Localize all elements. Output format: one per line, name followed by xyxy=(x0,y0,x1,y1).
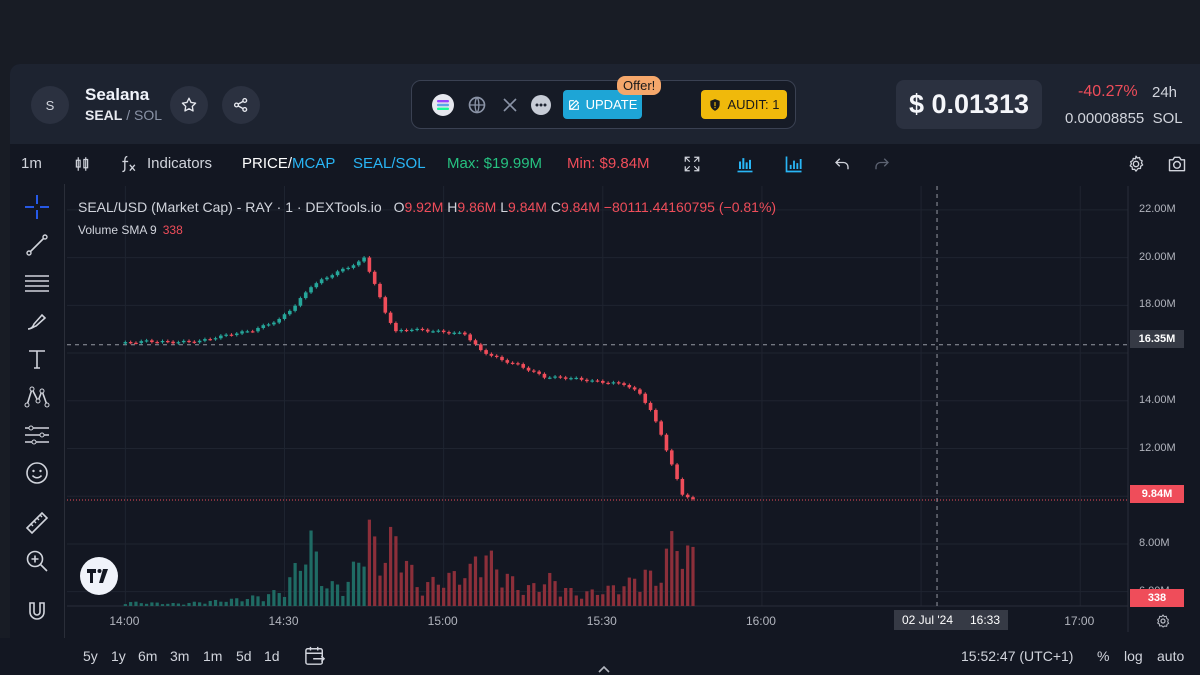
solana-icon[interactable] xyxy=(432,94,454,116)
chart-toolbar: 1m Indicators PRICE/MCAP SEAL/SOL Max: $… xyxy=(10,144,1200,184)
range-5y[interactable]: 5y xyxy=(83,648,98,664)
share-icon xyxy=(232,96,250,114)
camera-icon[interactable] xyxy=(1165,152,1189,176)
range-6m[interactable]: 6m xyxy=(138,648,158,664)
trend-line-icon[interactable] xyxy=(24,232,50,258)
share-button[interactable] xyxy=(222,86,260,124)
edit-icon xyxy=(568,98,581,111)
globe-icon[interactable] xyxy=(466,94,488,116)
pair-separator: / xyxy=(122,107,135,123)
crosshair-icon[interactable] xyxy=(24,194,50,220)
auto-toggle[interactable]: auto xyxy=(1157,648,1185,664)
text-tool-icon[interactable] xyxy=(24,346,50,372)
more-icon[interactable] xyxy=(530,94,552,116)
favorite-button[interactable] xyxy=(170,86,208,124)
bar-chart-icon[interactable] xyxy=(733,152,757,176)
x-twitter-icon[interactable] xyxy=(499,94,521,116)
update-button[interactable]: UPDATE xyxy=(563,90,642,119)
price-change: -40.27% xyxy=(1078,83,1138,100)
shield-icon xyxy=(708,98,722,112)
sol-price: 0.00008855 SOL xyxy=(1065,110,1183,127)
undo-icon[interactable] xyxy=(830,152,854,176)
usd-price: $ 0.01313 xyxy=(896,80,1042,129)
range-5d[interactable]: 5d xyxy=(236,648,252,664)
range-1d[interactable]: 1d xyxy=(264,648,280,664)
fullscreen-icon[interactable] xyxy=(680,152,704,176)
pattern-icon[interactable] xyxy=(24,384,50,410)
token-avatar: S xyxy=(31,86,69,124)
brush-icon[interactable] xyxy=(24,308,50,334)
change-period: 24h xyxy=(1152,84,1178,101)
max-value: Max: $19.99M xyxy=(447,155,543,172)
bottom-bar: 5y 1y 6m 3m 1m 5d 1d 15:52:47 (UTC+1) % log au… xyxy=(0,638,1200,675)
price-mcap-toggle[interactable]: PRICE/MCAP xyxy=(242,155,335,172)
chart-settings-icon[interactable] xyxy=(1152,611,1174,631)
interval-selector[interactable]: 1m xyxy=(21,155,42,172)
measure-lines-icon[interactable] xyxy=(24,422,50,448)
token-symbol: SEAL xyxy=(85,107,123,123)
settings-gear-icon[interactable] xyxy=(1124,152,1148,176)
offer-badge[interactable]: Offer! xyxy=(617,76,662,95)
update-label: UPDATE xyxy=(585,97,638,112)
volume-bars-icon[interactable] xyxy=(782,152,806,176)
token-quote: SOL xyxy=(134,107,163,123)
audit-label: AUDIT: 1 xyxy=(727,97,780,112)
audit-button[interactable]: AUDIT: 1 xyxy=(701,90,787,119)
percent-toggle[interactable]: % xyxy=(1097,648,1110,664)
drawing-toolbar xyxy=(10,184,65,675)
horizontal-lines-icon[interactable] xyxy=(24,270,50,296)
range-1y[interactable]: 1y xyxy=(111,648,126,664)
zoom-in-icon[interactable] xyxy=(24,548,50,574)
date-range-icon[interactable] xyxy=(304,646,326,666)
slash-separator: / xyxy=(287,155,293,172)
price-label: PRICE xyxy=(242,155,288,172)
token-name: Sealana xyxy=(85,85,150,104)
scroll-up-icon[interactable] xyxy=(598,664,610,674)
mcap-label: MCAP xyxy=(292,155,336,172)
pair-toggle[interactable]: SEAL/SOL xyxy=(353,155,426,172)
emoji-icon[interactable] xyxy=(24,460,50,486)
token-links-box: UPDATE Offer! AUDIT: 1 xyxy=(411,76,796,129)
token-header: S Sealana SEAL / SOL xyxy=(10,64,1200,144)
token-panel: S Sealana SEAL / SOL xyxy=(10,64,1200,675)
log-toggle[interactable]: log xyxy=(1124,648,1143,664)
magnet-icon[interactable] xyxy=(24,599,50,625)
top-nav-bar xyxy=(0,0,1200,60)
star-icon xyxy=(180,96,198,114)
range-1m[interactable]: 1m xyxy=(203,648,223,664)
ruler-icon[interactable] xyxy=(24,510,50,536)
candle-type-icon[interactable] xyxy=(70,152,94,176)
clock[interactable]: 15:52:47 (UTC+1) xyxy=(961,648,1074,664)
range-3m[interactable]: 3m xyxy=(170,648,190,664)
redo-icon[interactable] xyxy=(870,152,894,176)
fx-icon[interactable] xyxy=(117,152,141,176)
token-pair: SEAL / SOL xyxy=(85,107,162,123)
min-value: Min: $9.84M xyxy=(567,155,650,172)
indicators-button[interactable]: Indicators xyxy=(147,155,213,172)
